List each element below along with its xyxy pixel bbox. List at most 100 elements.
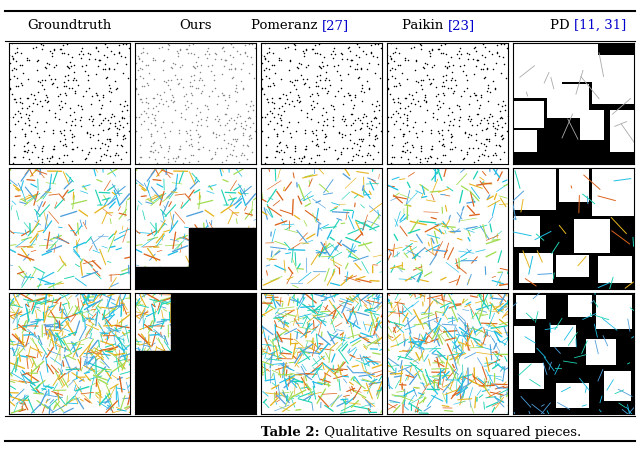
Point [443, 126, 453, 134]
Point [109, 113, 119, 120]
Point [411, 129, 421, 136]
Point [334, 129, 344, 136]
Point [479, 60, 489, 67]
Point [104, 88, 115, 95]
Point [184, 127, 195, 134]
Point [476, 66, 486, 73]
Point [300, 127, 310, 134]
Point [26, 91, 36, 98]
Point [364, 142, 374, 149]
Point [76, 44, 86, 51]
Point [10, 134, 20, 141]
Point [227, 140, 237, 148]
Point [484, 135, 494, 142]
Point [38, 42, 48, 49]
Point [493, 142, 504, 149]
Point [487, 113, 497, 120]
Point [22, 140, 32, 147]
Point [265, 117, 275, 124]
Point [77, 106, 87, 113]
Point [173, 152, 183, 159]
Point [353, 151, 363, 159]
Point [355, 125, 365, 133]
Point [447, 145, 457, 152]
Point [86, 100, 96, 107]
Point [37, 76, 47, 83]
Point [95, 111, 105, 118]
Point [192, 122, 202, 129]
Point [92, 48, 102, 55]
Point [98, 116, 108, 123]
Point [93, 56, 104, 63]
Point [410, 101, 420, 108]
Point [284, 118, 294, 125]
Point [37, 103, 47, 110]
Point [412, 78, 422, 85]
Point [418, 76, 428, 83]
Point [167, 119, 177, 126]
Point [210, 148, 220, 156]
Point [164, 42, 174, 49]
Point [307, 105, 317, 112]
Point [240, 125, 250, 132]
Point [170, 61, 180, 68]
Point [274, 54, 284, 62]
Point [120, 53, 131, 61]
Point [93, 96, 104, 103]
Point [12, 45, 22, 52]
Point [269, 81, 280, 88]
Point [150, 111, 160, 118]
Point [299, 152, 309, 159]
Point [49, 146, 59, 153]
Point [243, 142, 253, 149]
Point [422, 72, 432, 79]
Point [202, 116, 212, 123]
Point [40, 97, 51, 104]
Point [389, 57, 399, 64]
Point [361, 50, 371, 58]
Point [491, 151, 501, 159]
Point [337, 144, 348, 151]
Point [149, 115, 159, 122]
Point [352, 66, 362, 73]
Point [300, 79, 310, 87]
Point [150, 102, 161, 110]
Point [350, 94, 360, 101]
Point [372, 134, 382, 142]
Point [214, 121, 225, 129]
Point [223, 139, 234, 146]
Point [136, 50, 146, 57]
Point [167, 65, 177, 72]
Point [474, 152, 484, 160]
Point [419, 65, 429, 72]
Point [93, 63, 103, 70]
Point [139, 83, 149, 90]
Point [329, 106, 339, 113]
Point [426, 79, 436, 87]
Point [91, 158, 101, 165]
Point [372, 61, 383, 68]
Point [47, 49, 57, 56]
Point [444, 63, 454, 70]
Point [497, 114, 507, 122]
Point [262, 98, 273, 106]
Point [146, 130, 156, 137]
Point [47, 52, 57, 60]
Point [376, 45, 386, 52]
Point [24, 122, 34, 129]
Point [441, 72, 451, 79]
Point [311, 78, 321, 86]
Point [42, 155, 52, 162]
Point [39, 161, 49, 168]
Point [186, 73, 196, 80]
Point [490, 131, 500, 139]
Point [349, 101, 359, 109]
Point [116, 52, 126, 60]
Point [242, 52, 252, 60]
Point [316, 63, 326, 71]
Point [269, 125, 279, 133]
Point [473, 111, 483, 118]
Point [4, 128, 15, 135]
Point [122, 106, 132, 113]
Point [387, 95, 397, 103]
